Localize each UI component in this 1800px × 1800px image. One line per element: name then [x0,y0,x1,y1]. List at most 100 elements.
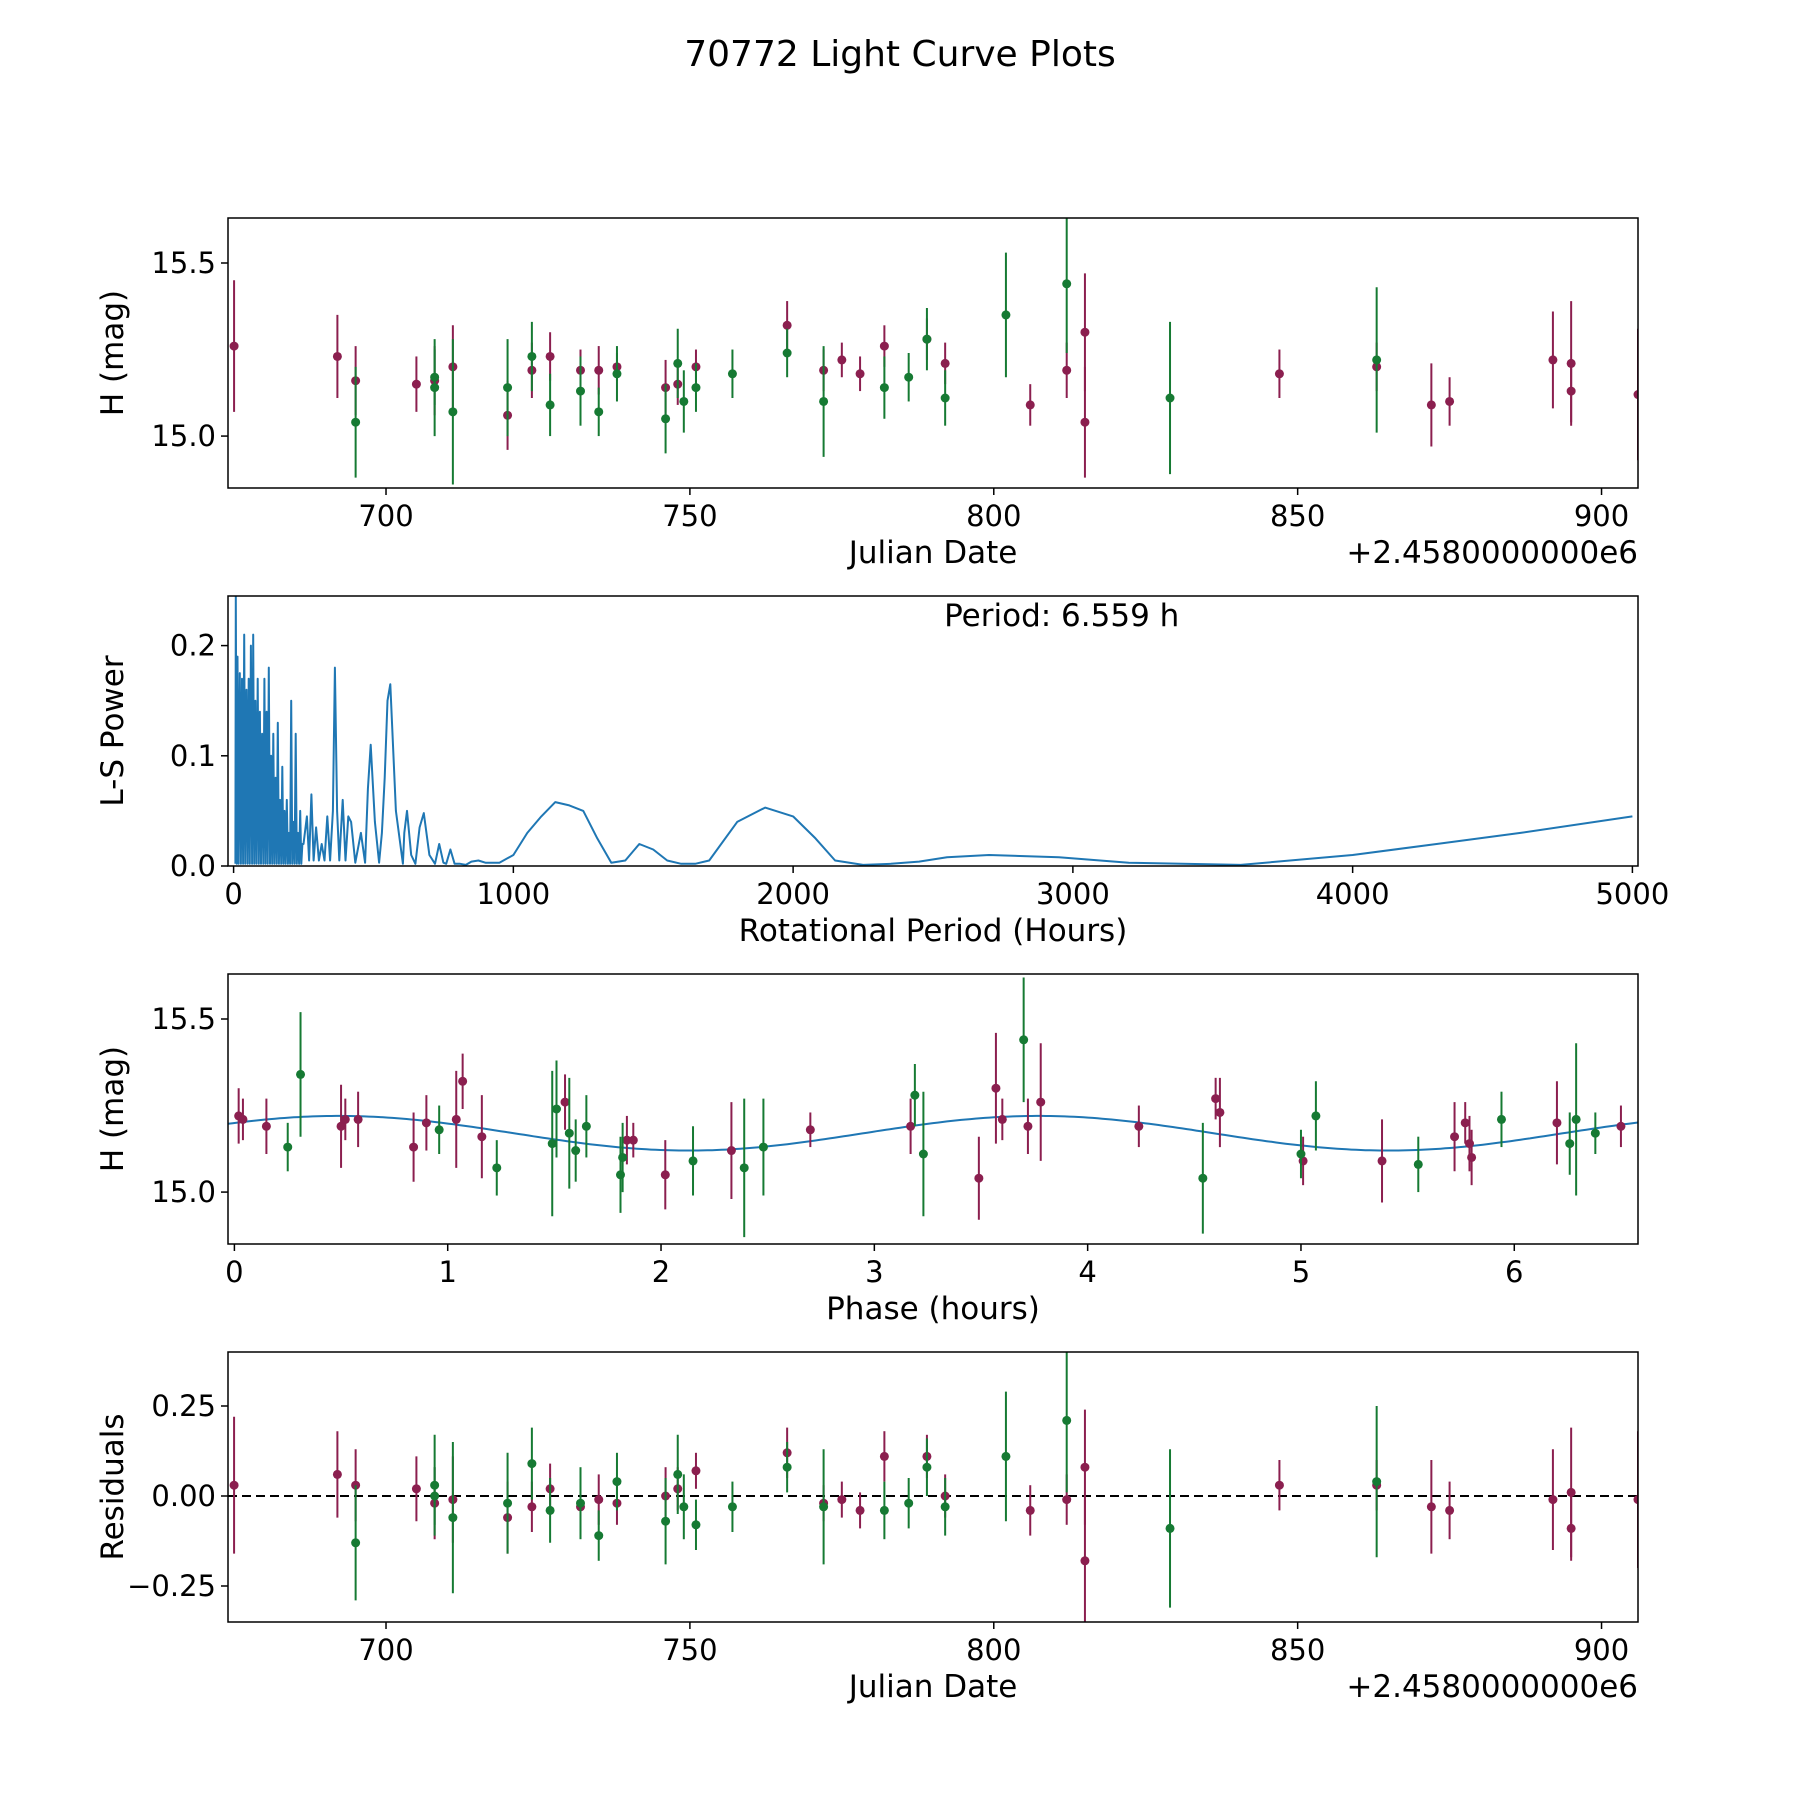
y-tick-label: 15.5 [151,246,216,280]
data-point [503,1498,513,1508]
y-tick-label: 15.0 [151,1175,216,1209]
figure-title: 70772 Light Curve Plots [684,34,1116,75]
data-point [879,1451,889,1461]
data-point [782,1462,792,1472]
data-point [879,341,889,351]
y-tick-label: 0.00 [151,1479,216,1513]
data-point [545,400,555,410]
data-point [1274,369,1284,379]
data-point [594,365,604,375]
data-point [837,355,847,365]
data-point [261,1121,271,1131]
x-tick-label: 800 [966,1633,1021,1667]
data-point [458,1076,468,1086]
phased-series-b [283,977,1600,1238]
data-point [688,1156,698,1166]
data-point [910,1090,920,1100]
y-axis-label: Residuals [95,1413,131,1560]
data-point [451,1114,461,1124]
data-point [1080,1556,1090,1566]
x-tick-label: 850 [1270,1633,1325,1667]
data-point [1566,386,1576,396]
x-tick-label: 5 [1292,1255,1310,1289]
data-point [922,1462,932,1472]
data-point [727,369,737,379]
data-point [1311,1111,1321,1121]
data-point [576,1498,585,1508]
data-point [739,1163,749,1173]
data-point [430,372,440,382]
x-axis-label: Phase (hours) [826,1291,1040,1327]
data-point [340,1114,350,1124]
x-offset-label: +2.4580000000e6 [1346,535,1638,571]
data-point [1062,279,1072,289]
data-point [332,1469,342,1479]
data-point [758,1142,768,1152]
data-point [679,1502,689,1512]
data-point [1552,1118,1562,1128]
x-tick-label: 3000 [1036,877,1110,911]
data-point [229,1480,239,1490]
data-point [576,386,585,396]
data-point [660,1170,670,1180]
data-point [1445,396,1455,406]
data-point [1165,1523,1175,1533]
data-point [336,1121,346,1131]
data-point [552,1104,562,1114]
data-point [940,1502,950,1512]
data-point [351,417,361,427]
x-tick-label: 3 [865,1255,883,1289]
data-point [434,1125,444,1135]
x-tick-label: 0 [225,1255,243,1289]
x-tick-label: 6 [1505,1255,1523,1289]
x-tick-label: 750 [662,1633,717,1667]
data-point [351,1538,361,1548]
data-point [1548,1495,1558,1505]
data-point [229,341,239,351]
data-point [564,1128,574,1138]
data-point [594,407,604,417]
data-point [1080,1462,1090,1472]
data-point [1460,1118,1470,1128]
data-point [545,1505,555,1515]
data-point [477,1132,487,1142]
x-tick-label: 800 [966,499,1021,533]
data-point [1062,1495,1072,1505]
x-tick-label: 1000 [476,877,550,911]
data-point [1467,1152,1477,1162]
data-point [997,1114,1007,1124]
x-axis-label: Julian Date [847,535,1018,571]
y-tick-label: 0.25 [151,1389,216,1423]
residuals-panel: 700 750 800 850 900 0.25 0.00 −0.25 Julian Date R… [95,1351,1639,1705]
x-axis-label: Julian Date [847,1669,1018,1705]
data-point [691,383,701,393]
data-point [855,369,865,379]
lightcurve-panel: 700 750 800 850 900 15.0 15.5 Julian Date H (mag… [95,217,1639,571]
data-point [612,369,622,379]
x-tick-label: 750 [662,499,717,533]
data-point [1633,390,1638,400]
data-point [1019,1035,1029,1045]
data-point [1165,393,1175,403]
data-point [1080,417,1090,427]
data-point [1080,327,1090,337]
data-point [615,1170,625,1180]
data-point [1450,1132,1460,1142]
lightcurve-series-a [229,273,1638,478]
data-point [1548,355,1558,365]
data-point [1464,1139,1474,1149]
data-point [296,1069,306,1079]
data-point [974,1173,984,1183]
data-point [819,396,829,406]
data-point [545,351,555,361]
data-point [612,1477,622,1487]
periodogram-line [234,596,1633,866]
x-tick-label: 900 [1574,499,1629,533]
x-tick-label: 4000 [1316,877,1390,911]
data-point [527,351,537,361]
data-point [1633,1495,1638,1505]
y-tick-label: 0.0 [170,849,216,883]
data-point [1198,1173,1208,1183]
data-point [661,414,671,424]
